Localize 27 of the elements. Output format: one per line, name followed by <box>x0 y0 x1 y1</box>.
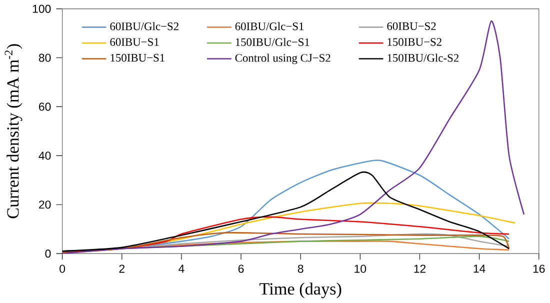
y-tick-label: 80 <box>38 54 51 62</box>
x-tick-label: 14 <box>474 264 486 273</box>
legend-label: 150IBU−S1 <box>110 54 164 62</box>
line-series <box>62 20 525 254</box>
x-tick-label: 4 <box>178 264 184 273</box>
y-tick-label: 0 <box>45 250 51 258</box>
x-tick-label: 12 <box>414 264 426 273</box>
legend-label: 60IBU/Glc−S2 <box>110 22 178 30</box>
legend-label: 60IBU/Glc−S1 <box>235 22 304 30</box>
x-tick-label: 2 <box>119 264 124 273</box>
y-axis-title: Current density (mA m$^{-2}$) <box>4 44 22 218</box>
legend-label: 150IBU/Glc-S2 <box>388 54 458 62</box>
legend-label: Control using CJ−S2 <box>235 54 330 64</box>
y-tick-label: 60 <box>39 102 51 111</box>
y-tick-label: 100 <box>32 4 51 13</box>
y-tick-label: 20 <box>39 200 51 209</box>
x-tick-label: 10 <box>354 264 366 273</box>
x-tick-label: 6 <box>238 264 244 273</box>
x-tick-label: 16 <box>533 264 545 273</box>
legend-label: 60IBU−S2 <box>387 22 436 30</box>
x-tick-label: 0 <box>60 264 66 273</box>
x-tick-label: 8 <box>298 264 304 273</box>
y-tick-label: 40 <box>38 152 51 160</box>
legend-label: 150IBU/Glc−S1 <box>236 38 310 46</box>
legend-label: 60IBU−S1 <box>110 38 159 46</box>
legend-label: 150IBU−S2 <box>388 38 442 46</box>
x-axis-title: Time (days) <box>260 282 342 298</box>
